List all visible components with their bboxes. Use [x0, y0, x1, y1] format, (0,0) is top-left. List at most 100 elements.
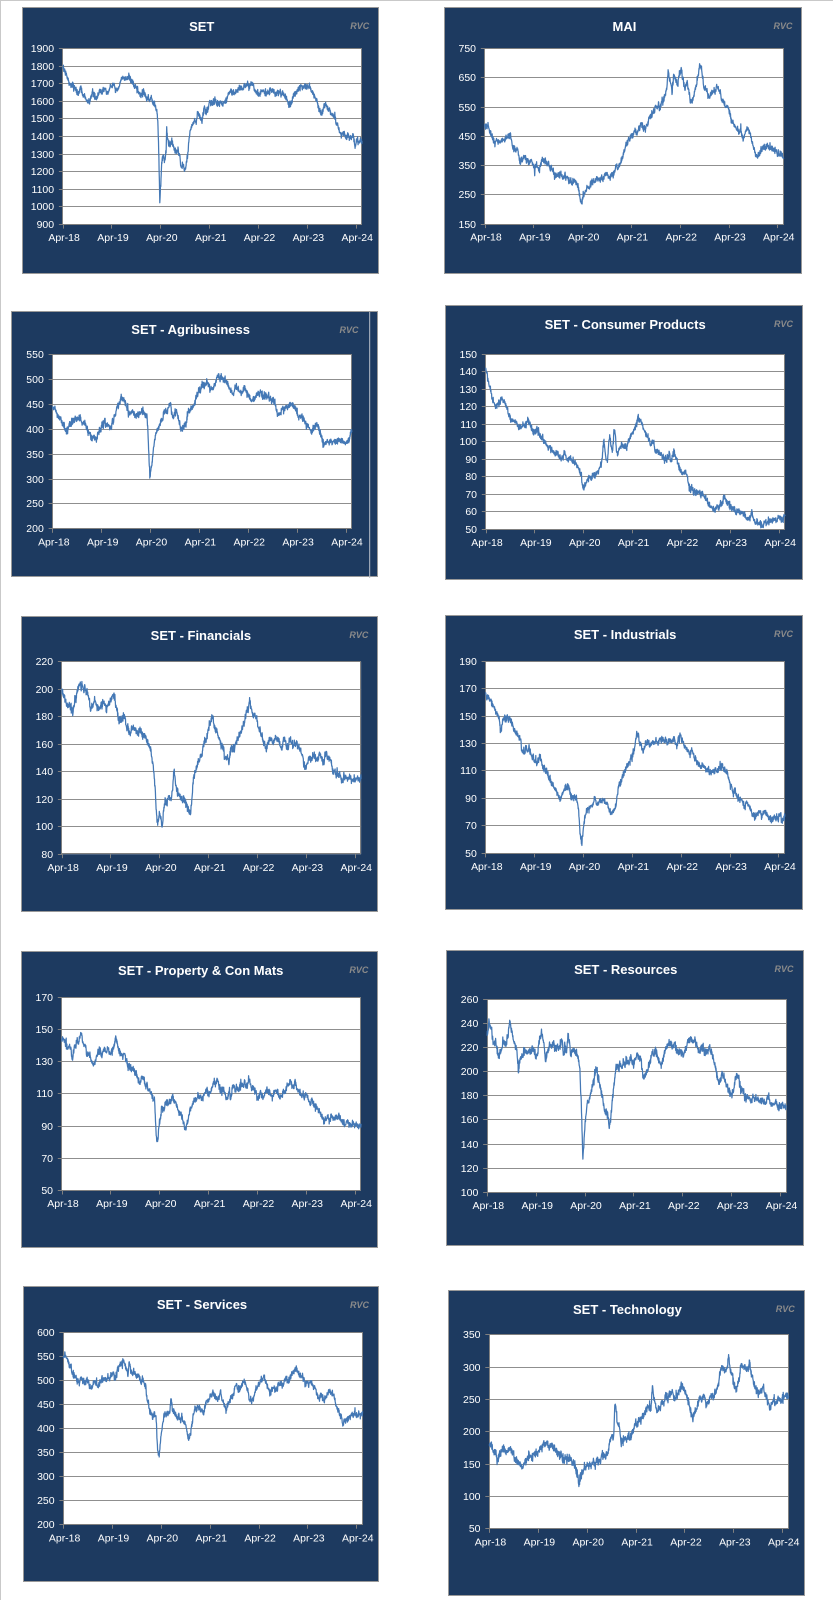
svg-text:Apr-18: Apr-18 — [471, 862, 503, 873]
svg-text:1400: 1400 — [31, 132, 54, 143]
svg-text:180: 180 — [461, 1090, 479, 1102]
svg-text:650: 650 — [459, 73, 477, 84]
svg-text:170: 170 — [460, 684, 478, 695]
svg-text:Apr-20: Apr-20 — [145, 863, 177, 874]
svg-text:1500: 1500 — [31, 114, 54, 125]
svg-text:750: 750 — [459, 44, 477, 55]
svg-text:220: 220 — [461, 1042, 479, 1054]
svg-text:550: 550 — [37, 1352, 55, 1363]
svg-text:Apr-19: Apr-19 — [96, 1199, 128, 1210]
svg-text:Apr-21: Apr-21 — [617, 233, 649, 244]
svg-text:Apr-24: Apr-24 — [766, 1200, 798, 1212]
svg-text:Apr-24: Apr-24 — [768, 1537, 800, 1548]
svg-text:Apr-20: Apr-20 — [569, 538, 601, 549]
svg-text:150: 150 — [463, 1460, 481, 1471]
svg-text:Apr-24: Apr-24 — [340, 1199, 372, 1210]
svg-text:1200: 1200 — [31, 167, 54, 178]
svg-text:250: 250 — [37, 1496, 55, 1507]
svg-text:1800: 1800 — [31, 62, 54, 73]
svg-text:Apr-18: Apr-18 — [49, 233, 81, 244]
svg-text:200: 200 — [463, 1427, 481, 1438]
svg-text:Apr-18: Apr-18 — [49, 1533, 81, 1544]
svg-text:100: 100 — [463, 1492, 481, 1503]
svg-text:Apr-22: Apr-22 — [666, 233, 698, 244]
svg-text:150: 150 — [459, 220, 477, 231]
svg-text:Apr-20: Apr-20 — [572, 1537, 604, 1548]
svg-text:50: 50 — [465, 849, 477, 860]
svg-text:110: 110 — [460, 766, 477, 777]
svg-text:70: 70 — [465, 821, 477, 832]
svg-text:Apr-22: Apr-22 — [243, 1199, 275, 1210]
svg-text:Apr-21: Apr-21 — [194, 863, 226, 874]
svg-text:900: 900 — [37, 220, 55, 231]
svg-text:1700: 1700 — [31, 79, 54, 90]
svg-text:Apr-23: Apr-23 — [293, 233, 325, 244]
svg-text:Apr-23: Apr-23 — [716, 862, 748, 873]
svg-text:350: 350 — [26, 450, 44, 461]
svg-text:Apr-21: Apr-21 — [195, 1533, 227, 1544]
svg-text:190: 190 — [460, 657, 478, 668]
svg-text:500: 500 — [26, 375, 44, 386]
svg-text:400: 400 — [37, 1424, 55, 1435]
svg-text:200: 200 — [36, 685, 54, 696]
svg-text:Apr-24: Apr-24 — [331, 537, 363, 548]
svg-text:Apr-22: Apr-22 — [243, 863, 275, 874]
svg-text:Apr-22: Apr-22 — [233, 537, 265, 548]
svg-text:120: 120 — [461, 1163, 479, 1175]
svg-text:Apr-18: Apr-18 — [472, 538, 504, 549]
svg-text:450: 450 — [459, 132, 477, 143]
svg-text:450: 450 — [26, 400, 44, 411]
svg-text:Apr-23: Apr-23 — [717, 1200, 749, 1212]
svg-text:Apr-18: Apr-18 — [473, 1200, 505, 1212]
svg-text:Apr-23: Apr-23 — [292, 1199, 324, 1210]
svg-text:80: 80 — [466, 472, 478, 483]
svg-text:140: 140 — [461, 1139, 479, 1151]
svg-text:Apr-21: Apr-21 — [194, 1199, 226, 1210]
svg-text:Apr-18: Apr-18 — [48, 863, 80, 874]
svg-text:100: 100 — [461, 1187, 479, 1199]
svg-text:220: 220 — [36, 657, 54, 668]
svg-text:Apr-20: Apr-20 — [145, 1199, 177, 1210]
svg-text:300: 300 — [26, 475, 44, 486]
svg-text:600: 600 — [37, 1328, 55, 1339]
svg-text:150: 150 — [35, 1025, 53, 1036]
svg-text:Apr-24: Apr-24 — [342, 233, 374, 244]
svg-text:80: 80 — [42, 850, 54, 861]
svg-text:150: 150 — [460, 350, 478, 361]
svg-text:70: 70 — [466, 490, 478, 501]
svg-text:Apr-19: Apr-19 — [521, 1200, 553, 1212]
svg-text:Apr-24: Apr-24 — [763, 233, 795, 244]
svg-text:Apr-18: Apr-18 — [47, 1199, 79, 1210]
svg-text:1300: 1300 — [31, 150, 54, 161]
svg-text:Apr-20: Apr-20 — [570, 1200, 602, 1212]
svg-text:Apr-19: Apr-19 — [521, 538, 553, 549]
svg-text:90: 90 — [466, 455, 478, 466]
svg-text:200: 200 — [37, 1520, 55, 1531]
svg-text:110: 110 — [36, 1089, 53, 1100]
svg-text:Apr-20: Apr-20 — [146, 233, 178, 244]
svg-text:1100: 1100 — [32, 185, 55, 196]
svg-text:Apr-19: Apr-19 — [524, 1537, 556, 1548]
svg-text:450: 450 — [37, 1400, 55, 1411]
svg-text:550: 550 — [26, 350, 44, 361]
svg-text:Apr-22: Apr-22 — [244, 1533, 276, 1544]
svg-text:200: 200 — [26, 524, 44, 535]
svg-text:60: 60 — [466, 507, 478, 518]
svg-text:Apr-20: Apr-20 — [568, 233, 600, 244]
svg-text:Apr-22: Apr-22 — [244, 233, 276, 244]
svg-text:400: 400 — [26, 425, 44, 436]
svg-text:Apr-22: Apr-22 — [667, 538, 699, 549]
svg-text:50: 50 — [466, 525, 478, 536]
svg-text:160: 160 — [36, 740, 54, 751]
svg-text:120: 120 — [460, 402, 478, 413]
svg-text:Apr-20: Apr-20 — [147, 1533, 179, 1544]
svg-text:Apr-21: Apr-21 — [195, 233, 227, 244]
svg-text:Apr-19: Apr-19 — [520, 862, 552, 873]
svg-text:150: 150 — [460, 712, 478, 723]
svg-text:Apr-21: Apr-21 — [618, 538, 650, 549]
svg-text:100: 100 — [460, 437, 478, 448]
svg-text:Apr-21: Apr-21 — [621, 1537, 653, 1548]
svg-text:Apr-22: Apr-22 — [668, 1200, 700, 1212]
svg-text:260: 260 — [461, 994, 479, 1006]
svg-text:250: 250 — [459, 190, 477, 201]
